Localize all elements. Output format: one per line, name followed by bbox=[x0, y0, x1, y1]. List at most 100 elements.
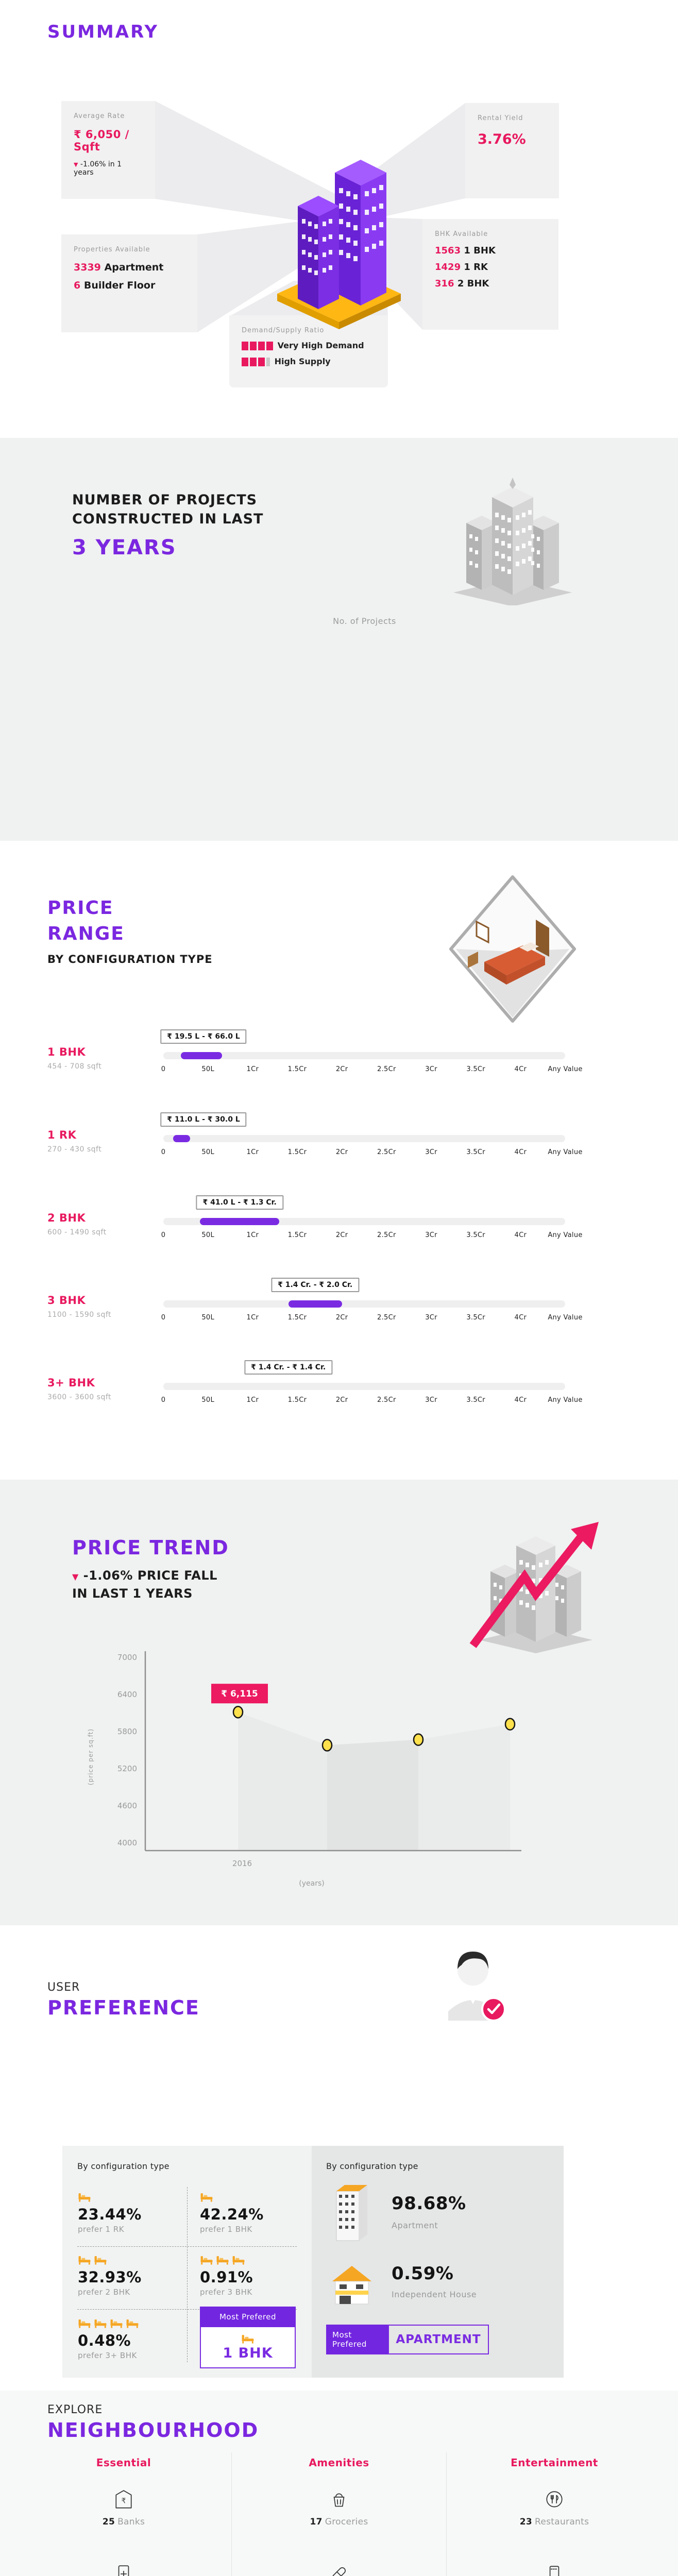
most-preferred-header: Most Prefered bbox=[326, 2325, 388, 2354]
price-fall-text: -1.06% PRICE FALL bbox=[83, 1568, 217, 1583]
config-type-label: 3 BHK bbox=[47, 1294, 86, 1307]
price-trend-chart[interactable]: 7000 6400 5800 5200 4600 4000 (price per sq.ft… bbox=[82, 1638, 546, 1906]
preference-cell: 23.44% prefer 1 RK bbox=[78, 2192, 181, 2234]
builder-floor-count: 6 bbox=[74, 280, 81, 291]
average-rate-change: -1.06% in 1 years bbox=[74, 160, 122, 177]
projects-title-highlight: 3 YEARS bbox=[72, 536, 177, 560]
demand-meter bbox=[242, 341, 275, 350]
house-percent: 0.59% bbox=[392, 2263, 454, 2284]
panel-header: By configuration type bbox=[326, 2161, 418, 2171]
price-scale: 0 50L 1Cr 1.5Cr 2Cr 2.5Cr 3Cr 3.5Cr 4Cr Any Value bbox=[161, 1396, 583, 1404]
preference-percent: 42.24% bbox=[200, 2206, 264, 2223]
price-range-slider[interactable]: ₹ 1.4 Cr. - ₹ 2.0 Cr. bbox=[163, 1278, 565, 1308]
user-pref-title-line2: PREFERENCE bbox=[47, 1996, 200, 2019]
preference-cell: 0.48% prefer 3+ BHK bbox=[78, 2318, 181, 2360]
most-preferred-property-type: APARTMENT bbox=[388, 2325, 489, 2354]
price-range-selected-segment[interactable] bbox=[288, 1300, 342, 1308]
restaurant-icon bbox=[477, 2488, 632, 2512]
neighbourhood-title-line2: NEIGHBOURHOOD bbox=[47, 2419, 259, 2442]
hospital-icon bbox=[46, 2563, 201, 2576]
config-sqft-label: 1100 - 1590 sqft bbox=[47, 1311, 112, 1319]
preference-percent: 23.44% bbox=[78, 2206, 142, 2223]
most-preferred-config: 1 BHK bbox=[223, 2345, 273, 2361]
panel-header: By configuration type bbox=[77, 2161, 170, 2171]
price-range-tooltip: ₹ 11.0 L - ₹ 30.0 L bbox=[160, 1112, 247, 1127]
demand-supply-card: Demand/Supply Ratio Very High Demand Hig… bbox=[229, 315, 388, 387]
bhk-count: 1429 bbox=[435, 262, 461, 273]
most-preferred-config-card: Most Prefered 1 BHK bbox=[200, 2307, 296, 2369]
bed-icons bbox=[78, 2318, 181, 2329]
bank-icon: ₹ bbox=[46, 2488, 201, 2512]
config-type-label: 1 RK bbox=[47, 1129, 77, 1141]
bhk-count: 316 bbox=[435, 278, 454, 289]
price-range-title-line2: RANGE bbox=[47, 923, 125, 944]
poi-count-banks[interactable]: 25 Banks bbox=[102, 2517, 145, 2527]
neighbourhood-title-line1: EXPLORE bbox=[47, 2403, 103, 2416]
demand-text: Very High Demand bbox=[277, 341, 364, 350]
config-type-label: 1 BHK bbox=[47, 1046, 86, 1058]
property-type-preference-panel: By configuration type 98.68% Apartment bbox=[312, 2146, 564, 2378]
price-range-tooltip: ₹ 41.0 L - ₹ 1.3 Cr. bbox=[196, 1195, 283, 1210]
bhk-available-card: BHK Available 1563 1 BHK 1429 1 RK 316 2… bbox=[422, 219, 558, 330]
bhk-available-label: BHK Available bbox=[435, 230, 488, 238]
bed-icons bbox=[78, 2192, 181, 2202]
builder-floor-type-label: Builder Floor bbox=[83, 280, 156, 291]
svg-text:7000: 7000 bbox=[117, 1653, 137, 1662]
preference-label: prefer 2 BHK bbox=[78, 2287, 130, 2297]
page-title: SUMMARY bbox=[47, 22, 159, 42]
rental-yield-card: Rental Yield 3.76% bbox=[465, 103, 559, 198]
config-sqft-label: 3600 - 3600 sqft bbox=[47, 1393, 112, 1401]
price-trend-section: PRICE TREND ▼ -1.06% PRICE FALL IN LAST … bbox=[0, 1480, 678, 1925]
svg-text:(price per sq.ft): (price per sq.ft) bbox=[87, 1728, 94, 1785]
summary-section: SUMMARY Average Rate ₹ 6,050 / Sqft ▼ -1… bbox=[0, 0, 678, 438]
user-avatar-icon bbox=[448, 1952, 506, 2022]
price-range-title-line1: PRICE bbox=[47, 897, 114, 919]
rental-yield-value: 3.76% bbox=[478, 131, 526, 147]
column-header-entertainment: Entertainment bbox=[511, 2456, 598, 2469]
price-trend-title: PRICE TREND bbox=[72, 1536, 229, 1559]
poi-count-restaurants[interactable]: 23 Restaurants bbox=[519, 2517, 589, 2527]
properties-available-card: Properties Available 3339 Apartment 6 Bu… bbox=[61, 234, 197, 332]
down-arrow-icon: ▼ bbox=[72, 1572, 79, 1582]
preference-percent: 0.48% bbox=[78, 2332, 131, 2349]
preference-label: prefer 3 BHK bbox=[200, 2287, 252, 2297]
price-range-tooltip: ₹ 19.5 L - ₹ 66.0 L bbox=[160, 1029, 247, 1044]
bed-icons bbox=[78, 2255, 181, 2265]
svg-text:6400: 6400 bbox=[117, 1690, 137, 1699]
price-fall-text-line2: IN LAST 1 YEARS bbox=[72, 1586, 193, 1601]
svg-text:₹: ₹ bbox=[122, 2497, 126, 2505]
dashed-divider bbox=[77, 2246, 297, 2247]
bhk-type: 1 RK bbox=[464, 262, 488, 273]
price-scale: 0 50L 1Cr 1.5Cr 2Cr 2.5Cr 3Cr 3.5Cr 4Cr Any Value bbox=[161, 1314, 583, 1321]
price-range-selected-segment[interactable] bbox=[180, 1052, 223, 1059]
config-type-label: 2 BHK bbox=[47, 1212, 86, 1224]
preference-label: prefer 3+ BHK bbox=[78, 2351, 137, 2360]
column-header-amenities: Amenities bbox=[309, 2456, 369, 2469]
properties-available-label: Properties Available bbox=[74, 246, 150, 253]
svg-text:4000: 4000 bbox=[117, 1838, 137, 1848]
price-range-selected-segment[interactable] bbox=[200, 1218, 280, 1225]
price-range-slider[interactable]: ₹ 19.5 L - ₹ 66.0 L bbox=[160, 1029, 565, 1059]
price-range-slider[interactable]: ₹ 41.0 L - ₹ 1.3 Cr. bbox=[163, 1195, 565, 1225]
preference-percent: 0.91% bbox=[200, 2268, 253, 2286]
bhk-count: 1563 bbox=[435, 245, 461, 256]
preference-label: prefer 1 RK bbox=[78, 2225, 125, 2234]
price-range-slider[interactable]: ₹ 1.4 Cr. - ₹ 1.4 Cr. bbox=[163, 1360, 565, 1390]
svg-text:4600: 4600 bbox=[117, 1801, 137, 1810]
dashed-divider bbox=[187, 2187, 188, 2362]
apartment-type-label: Apartment bbox=[104, 262, 164, 273]
config-sqft-label: 600 - 1490 sqft bbox=[47, 1228, 107, 1236]
bhk-type: 1 BHK bbox=[464, 245, 496, 256]
apartment-label: Apartment bbox=[392, 2221, 438, 2230]
price-range-subtitle: BY CONFIGURATION TYPE bbox=[47, 953, 213, 965]
movie-ticket-icon bbox=[477, 2563, 632, 2576]
poi-count-groceries[interactable]: 17 Groceries bbox=[310, 2517, 368, 2527]
apartment-icon bbox=[336, 2185, 367, 2241]
bhk-type: 2 BHK bbox=[457, 278, 489, 289]
bed-icon bbox=[242, 2334, 254, 2344]
independent-house-icon bbox=[332, 2266, 371, 2304]
price-range-selected-segment[interactable] bbox=[173, 1135, 190, 1142]
down-arrow-icon: ▼ bbox=[74, 161, 78, 168]
price-range-slider[interactable]: ₹ 11.0 L - ₹ 30.0 L bbox=[160, 1112, 565, 1142]
preference-cell: 0.91% prefer 3 BHK bbox=[200, 2255, 303, 2297]
